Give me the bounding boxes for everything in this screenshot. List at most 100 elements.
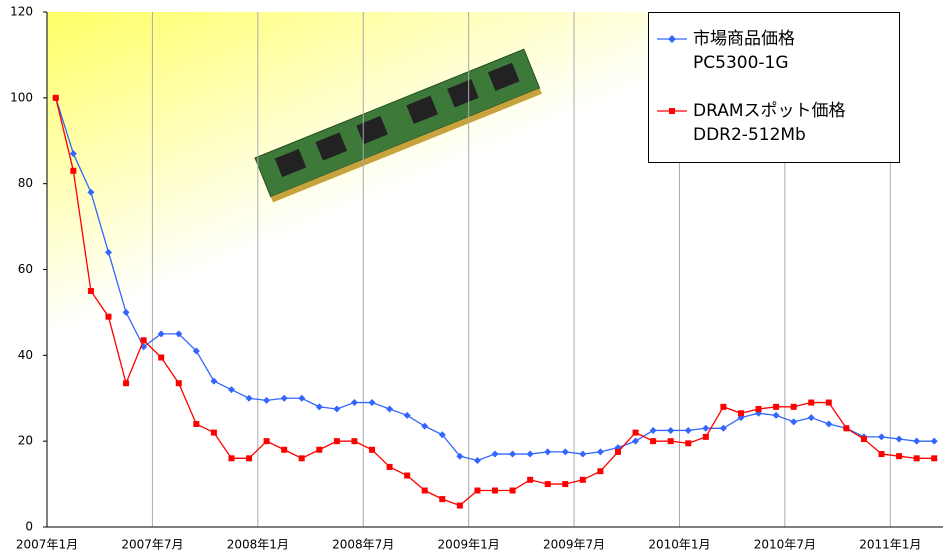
data-point	[263, 396, 271, 404]
data-point	[650, 438, 657, 445]
data-point	[561, 448, 569, 456]
data-point	[351, 438, 358, 445]
data-point	[228, 455, 235, 462]
data-point	[702, 433, 709, 440]
data-point	[807, 414, 815, 422]
data-point	[123, 380, 130, 387]
data-point	[685, 440, 692, 447]
x-tick-label: 2007年1月	[16, 538, 78, 552]
data-point	[596, 448, 604, 456]
data-point	[614, 448, 621, 455]
data-point	[491, 450, 499, 458]
y-tick-label: 120	[10, 5, 33, 19]
legend: 市場商品価格 PC5300-1G DRAMスポット価格 DDR2-512Mb	[648, 12, 900, 163]
data-point	[667, 426, 675, 434]
data-point	[105, 313, 112, 320]
data-point	[104, 248, 112, 256]
data-point	[369, 446, 376, 453]
data-point	[333, 405, 341, 413]
data-point	[632, 429, 639, 436]
data-point	[808, 399, 815, 406]
data-point	[772, 411, 780, 419]
data-point	[316, 446, 323, 453]
data-point	[438, 431, 446, 439]
data-point	[315, 403, 323, 411]
x-tick-label: 2010年1月	[648, 538, 710, 552]
data-point	[632, 437, 640, 445]
x-tick-label: 2008年1月	[227, 538, 289, 552]
data-point	[456, 452, 464, 460]
data-point	[350, 399, 358, 407]
x-tick-label: 2007年7月	[121, 538, 183, 552]
data-point	[368, 399, 376, 407]
legend-item: DRAMスポット価格 DDR2-512Mb	[657, 99, 846, 147]
data-point	[421, 487, 428, 494]
data-point	[790, 418, 798, 426]
data-point	[719, 424, 727, 432]
data-point	[281, 446, 288, 453]
data-point	[245, 394, 253, 402]
data-point	[52, 94, 59, 101]
legend-item: 市場商品価格 PC5300-1G	[657, 27, 795, 75]
data-point	[825, 420, 833, 428]
data-point	[755, 405, 762, 412]
data-point	[175, 330, 183, 338]
x-tick-label: 2011年1月	[859, 538, 921, 552]
legend-label: DRAMスポット価格 DDR2-512Mb	[693, 101, 846, 145]
data-point	[456, 502, 463, 509]
y-tick-label: 100	[10, 90, 33, 104]
x-tick-label: 2009年1月	[438, 538, 500, 552]
data-point	[404, 472, 411, 479]
data-point	[913, 455, 920, 462]
data-point	[210, 429, 217, 436]
data-point	[878, 433, 886, 441]
data-point	[210, 377, 218, 385]
data-point	[492, 487, 498, 494]
data-point	[280, 394, 288, 402]
data-point	[298, 455, 305, 462]
data-point	[579, 476, 586, 483]
x-tick-label: 2009年7月	[543, 538, 605, 552]
data-point	[913, 437, 921, 445]
data-point	[667, 438, 674, 445]
data-point	[158, 354, 165, 361]
data-point	[562, 481, 569, 488]
data-point	[790, 403, 797, 410]
data-point	[473, 456, 481, 464]
y-tick-label: 40	[18, 348, 33, 362]
data-point	[227, 386, 235, 394]
y-tick-label: 0	[25, 520, 33, 534]
y-tick-label: 80	[18, 176, 33, 190]
data-point	[843, 425, 850, 432]
data-point	[544, 448, 552, 456]
data-point	[386, 405, 394, 413]
data-point	[860, 436, 867, 443]
data-point	[333, 438, 340, 445]
data-point	[931, 455, 938, 462]
data-point	[474, 487, 481, 494]
data-point	[509, 487, 516, 494]
data-point	[403, 411, 411, 419]
data-point	[773, 403, 780, 410]
data-point	[157, 330, 165, 338]
y-tick-label: 20	[18, 434, 33, 448]
legend-swatch	[657, 108, 687, 114]
data-point	[878, 451, 885, 458]
data-point	[702, 424, 710, 432]
data-point	[122, 308, 130, 316]
data-point	[579, 450, 587, 458]
data-point	[193, 421, 200, 427]
data-point	[737, 410, 744, 417]
x-tick-label: 2008年7月	[332, 538, 394, 552]
data-point	[192, 347, 200, 355]
data-point	[140, 337, 147, 344]
data-point	[175, 380, 182, 387]
data-point	[597, 468, 604, 475]
data-point	[439, 496, 446, 503]
data-point	[526, 450, 534, 458]
legend-swatch	[657, 35, 687, 43]
data-point	[930, 437, 938, 445]
y-tick-label: 60	[18, 262, 33, 276]
data-point	[896, 453, 903, 460]
